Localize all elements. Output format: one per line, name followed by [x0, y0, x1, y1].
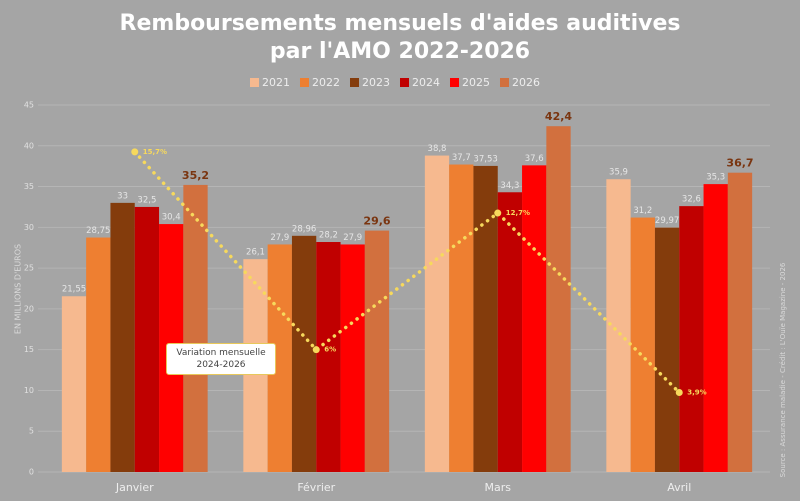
value-label: 26,1 — [246, 248, 265, 258]
y-tick-label: 30 — [24, 223, 34, 232]
y-tick-label: 5 — [29, 427, 34, 436]
value-label: 32,6 — [682, 195, 701, 205]
value-label: 35,2 — [182, 169, 209, 182]
value-label: 37,6 — [525, 154, 544, 164]
chart-title: par l'AMO 2022-2026 — [270, 39, 530, 64]
legend-swatch — [400, 78, 409, 87]
y-tick-label: 20 — [24, 304, 34, 313]
bar — [340, 244, 365, 472]
bar — [291, 235, 317, 472]
bar — [522, 165, 547, 472]
x-tick-label: Mars — [485, 481, 512, 494]
legend-label: 2022 — [312, 76, 340, 89]
value-label: 33 — [117, 191, 128, 201]
line — [133, 150, 681, 395]
line-marker — [131, 148, 139, 156]
legend-swatch — [350, 78, 359, 87]
value-label: 35,3 — [706, 173, 725, 183]
line-marker — [675, 388, 683, 396]
value-label: 35,9 — [609, 168, 628, 178]
value-label: 29,97 — [655, 216, 679, 226]
bar — [134, 206, 160, 472]
legend-swatch — [450, 78, 459, 87]
value-label: 42,4 — [545, 110, 572, 123]
bar — [86, 237, 111, 472]
bar — [183, 184, 208, 472]
legend-swatch — [300, 78, 309, 87]
y-tick-label: 40 — [24, 141, 34, 150]
bar — [727, 172, 753, 473]
line-marker — [494, 209, 502, 217]
annotation: Variation mensuelle 2024-2026 — [166, 343, 276, 375]
bar — [630, 217, 655, 472]
legend-label: 2023 — [362, 76, 390, 89]
bar — [679, 206, 704, 472]
bar — [473, 165, 498, 472]
bar — [316, 242, 341, 472]
value-label: 29,6 — [363, 215, 390, 228]
bar — [110, 202, 135, 472]
x-tick-label: Février — [297, 481, 335, 494]
value-label: 37,7 — [452, 153, 471, 163]
bar — [424, 155, 450, 472]
value-label: 15,7% — [143, 148, 167, 156]
chart-title: Remboursements mensuels d'aides auditive… — [120, 11, 681, 36]
line-marker — [312, 346, 320, 354]
legend-label: 2024 — [412, 76, 440, 89]
x-tick-label: Janvier — [115, 481, 154, 494]
value-label: 12,7% — [506, 209, 530, 217]
y-tick-label: 15 — [24, 345, 34, 354]
legend-label: 2025 — [462, 76, 490, 89]
value-label: 3,9% — [687, 388, 706, 396]
value-label: 28,75 — [86, 226, 110, 236]
value-label: 28,2 — [319, 231, 338, 241]
y-tick-label: 45 — [24, 101, 34, 110]
bar — [546, 126, 571, 473]
value-label: 28,96 — [292, 224, 316, 234]
value-label: 38,8 — [428, 144, 447, 154]
value-label: 31,2 — [633, 206, 652, 216]
legend-label: 2021 — [262, 76, 290, 89]
bar — [497, 192, 523, 472]
value-label: 30,4 — [162, 213, 181, 223]
legend-swatch — [500, 78, 509, 87]
source: Source : Assurance maladie - Crédit : L'… — [779, 262, 787, 477]
legend-swatch — [250, 78, 259, 87]
y-tick-label: 35 — [24, 182, 34, 191]
bar — [364, 230, 390, 472]
bar — [449, 164, 474, 472]
value-label: 6% — [324, 346, 336, 354]
y-tick-label: 25 — [24, 264, 34, 273]
y-axis-label: EN MILLIONS D'EUROS — [14, 244, 23, 334]
legend-label: 2026 — [512, 76, 540, 89]
value-label: 34,3 — [500, 181, 519, 191]
value-label: 21,55 — [62, 285, 86, 295]
value-label: 27,9 — [270, 233, 289, 243]
y-tick-label: 10 — [24, 386, 34, 395]
value-label: 27,9 — [343, 233, 362, 243]
value-label: 37,53 — [473, 154, 497, 164]
value-label: 32,5 — [137, 195, 156, 205]
bar — [654, 227, 680, 472]
value-label: 36,7 — [726, 157, 753, 170]
bar — [61, 296, 87, 472]
bar — [703, 184, 728, 472]
x-tick-label: Avril — [667, 481, 691, 494]
y-tick-label: 0 — [29, 468, 34, 477]
